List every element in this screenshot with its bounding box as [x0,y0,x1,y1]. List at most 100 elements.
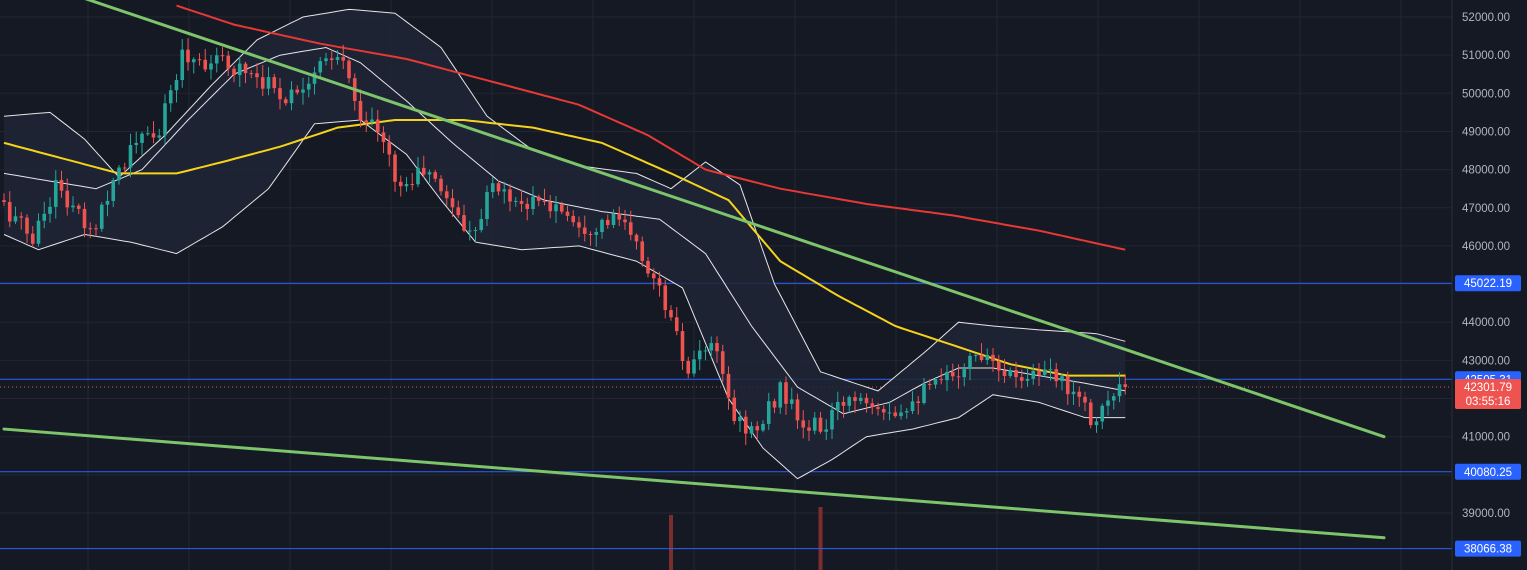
candle-84[interactable] [485,185,489,226]
candle-29[interactable] [168,84,173,112]
candle-126[interactable] [726,366,731,410]
candle-15[interactable] [88,222,93,239]
candle-31[interactable] [180,39,185,88]
candle-39[interactable] [226,50,231,76]
candle-134[interactable] [772,398,777,414]
candle-105[interactable] [605,214,610,229]
candle-36[interactable] [209,54,213,80]
candle-87[interactable] [502,181,507,204]
candle-131[interactable] [755,421,760,440]
candle-120[interactable] [692,350,696,377]
candle-133[interactable] [766,392,771,430]
candle-91[interactable] [525,197,530,221]
candle-77[interactable] [444,185,449,206]
candle-96[interactable] [554,196,558,224]
candle-42[interactable] [243,61,248,84]
candle-188[interactable] [1083,391,1087,412]
candle-168[interactable] [968,352,972,381]
candle-53[interactable] [306,76,311,98]
candle-183[interactable] [1054,362,1059,388]
candle-170[interactable] [979,343,984,363]
candle-0[interactable] [2,193,6,206]
candle-150[interactable] [864,393,869,413]
candle-67[interactable] [387,135,392,167]
candle-14[interactable] [82,202,87,238]
candle-80[interactable] [462,204,466,233]
candle-46[interactable] [266,66,271,96]
candle-6[interactable] [36,213,41,247]
candle-128[interactable] [738,410,742,433]
candle-68[interactable] [393,150,397,192]
candle-63[interactable] [364,111,369,132]
candle-54[interactable] [312,66,317,95]
candle-184[interactable] [1060,373,1064,391]
candle-167[interactable] [962,363,967,387]
candle-143[interactable] [824,419,829,440]
candle-122[interactable] [703,346,708,361]
candle-163[interactable] [939,368,944,385]
candle-153[interactable] [881,405,886,421]
candle-125[interactable] [720,344,725,383]
candle-140[interactable] [807,419,811,441]
candle-50[interactable] [289,81,294,111]
candle-30[interactable] [174,74,179,103]
candle-152[interactable] [876,402,880,416]
candle-37[interactable] [214,47,219,73]
trendlines[interactable] [2,0,1386,540]
candle-35[interactable] [203,48,208,72]
candle-116[interactable] [669,305,673,321]
candle-44[interactable] [255,63,259,89]
sma-yellow-line[interactable] [3,119,1126,377]
candle-175[interactable] [1008,367,1013,379]
candle-5[interactable] [30,226,35,247]
candle-147[interactable] [847,395,852,413]
candle-190[interactable] [1094,417,1099,433]
candle-45[interactable] [260,65,265,96]
candle-185[interactable] [1065,371,1070,405]
candle-28[interactable] [163,94,167,145]
candle-47[interactable] [272,73,277,94]
candle-145[interactable] [835,391,840,421]
candle-132[interactable] [761,420,765,433]
candle-93[interactable] [536,194,541,207]
candle-57[interactable] [329,49,334,70]
candle-92[interactable] [531,186,535,216]
candle-78[interactable] [450,189,455,218]
candle-187[interactable] [1077,386,1082,407]
candle-26[interactable] [151,121,156,144]
candle-113[interactable] [651,268,656,290]
candle-100[interactable] [577,216,581,238]
candle-8[interactable] [48,197,52,223]
candle-115[interactable] [663,279,668,319]
candle-127[interactable] [732,389,737,425]
candle-157[interactable] [904,408,909,419]
candle-173[interactable] [996,354,1001,382]
candle-160[interactable] [922,378,926,405]
candle-129[interactable] [743,410,748,445]
candle-119[interactable] [686,356,691,379]
candle-149[interactable] [858,392,863,405]
candle-60[interactable] [347,57,351,84]
candle-166[interactable] [956,364,961,389]
candle-106[interactable] [611,209,616,228]
candle-71[interactable] [410,172,415,191]
candle-114[interactable] [657,271,662,297]
candle-159[interactable] [916,396,921,415]
candle-151[interactable] [870,398,875,415]
candle-162[interactable] [933,377,938,389]
candle-109[interactable] [628,210,633,241]
candle-11[interactable] [65,178,70,216]
candle-195[interactable] [1123,374,1128,395]
candle-23[interactable] [134,131,139,154]
candle-169[interactable] [973,353,978,362]
candle-161[interactable] [927,379,932,390]
candle-38[interactable] [220,47,225,62]
candle-144[interactable] [830,402,834,439]
candle-49[interactable] [283,96,288,106]
candle-62[interactable] [358,89,363,128]
trendline-0[interactable] [4,0,1386,439]
candle-123[interactable] [709,336,714,358]
candle-135[interactable] [778,380,783,414]
candle-66[interactable] [381,126,386,154]
bollinger-lower-line[interactable] [3,119,1126,480]
